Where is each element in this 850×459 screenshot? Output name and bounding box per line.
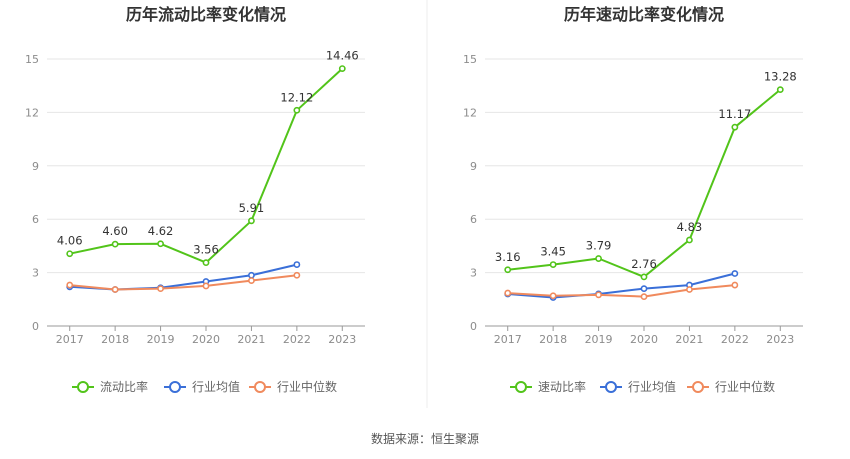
data-point[interactable] — [157, 285, 164, 293]
data-point[interactable] — [111, 286, 119, 293]
chart-title: 历年流动比率变化情况 — [126, 5, 286, 24]
data-point[interactable] — [686, 236, 693, 244]
series-line-median — [507, 284, 735, 298]
data-point[interactable] — [338, 65, 346, 73]
x-tick-label: 2018 — [101, 333, 129, 346]
legend-label: 行业均值 — [628, 379, 676, 394]
x-tick-label: 2020 — [192, 333, 220, 346]
data-point[interactable] — [293, 271, 301, 279]
legend-label: 行业中位数 — [277, 379, 337, 394]
data-point[interactable] — [504, 266, 512, 274]
y-tick-label: 9 — [470, 160, 477, 173]
y-tick-label: 3 — [32, 267, 39, 280]
x-tick-label: 2023 — [328, 333, 356, 346]
legend-marker-icon — [77, 381, 89, 393]
data-point[interactable] — [66, 281, 74, 289]
data-label: 3.16 — [495, 250, 521, 264]
legend-marker-icon — [605, 381, 617, 393]
data-label: 13.28 — [764, 70, 797, 84]
x-tick-label: 2017 — [56, 333, 84, 346]
x-tick-label: 2019 — [147, 333, 175, 346]
legend-marker-icon — [692, 381, 704, 393]
legend-marker-icon — [169, 381, 181, 393]
y-tick-label: 12 — [463, 106, 477, 119]
y-tick-label: 9 — [32, 160, 39, 173]
data-label: 3.56 — [193, 243, 219, 257]
data-point[interactable] — [293, 106, 301, 114]
y-tick-label: 3 — [470, 267, 477, 280]
data-source: 数据来源：恒生聚源 — [371, 431, 479, 446]
data-point[interactable] — [640, 273, 648, 281]
y-tick-label: 6 — [470, 213, 477, 226]
x-tick-label: 2021 — [237, 333, 265, 346]
legend-item-average[interactable]: 行业均值 — [600, 379, 676, 394]
data-point[interactable] — [202, 282, 210, 290]
data-label: 4.60 — [102, 224, 128, 238]
legend-label: 行业中位数 — [715, 379, 775, 394]
data-point[interactable] — [248, 271, 255, 279]
legend-label: 速动比率 — [538, 379, 586, 394]
data-point[interactable] — [731, 123, 739, 131]
series-line-average — [69, 263, 298, 291]
data-label: 4.83 — [677, 220, 703, 234]
data-label: 11.17 — [718, 107, 751, 121]
data-point[interactable] — [731, 281, 739, 289]
data-point[interactable] — [595, 291, 602, 299]
data-point[interactable] — [686, 286, 693, 293]
x-tick-label: 2022 — [283, 333, 311, 346]
y-tick-label: 15 — [463, 53, 477, 66]
data-label: 3.79 — [586, 239, 612, 253]
data-point[interactable] — [248, 277, 255, 285]
y-tick-label: 12 — [25, 106, 39, 119]
data-point[interactable] — [595, 255, 602, 262]
legend-label: 行业均值 — [192, 379, 240, 394]
series-line-median — [69, 274, 298, 291]
data-point[interactable] — [202, 259, 210, 267]
legend-item-median[interactable]: 行业中位数 — [687, 379, 775, 394]
data-label: 14.46 — [326, 49, 359, 63]
data-point[interactable] — [731, 270, 739, 277]
legend-item-primary[interactable]: 流动比率 — [72, 379, 148, 394]
x-tick-label: 2023 — [766, 333, 794, 346]
x-tick-label: 2019 — [585, 333, 613, 346]
series-line-average — [507, 272, 736, 299]
data-point[interactable] — [776, 86, 784, 94]
legend-item-average[interactable]: 行业均值 — [164, 379, 240, 394]
x-tick-label: 2021 — [675, 333, 703, 346]
y-tick-label: 15 — [25, 53, 39, 66]
data-label: 12.12 — [280, 90, 313, 104]
data-point[interactable] — [504, 289, 512, 297]
data-point[interactable] — [248, 217, 255, 225]
x-tick-label: 2022 — [721, 333, 749, 346]
y-tick-label: 0 — [470, 320, 477, 333]
data-label: 4.06 — [57, 234, 83, 248]
data-point[interactable] — [157, 240, 164, 248]
current-ratio-chart: 历年流动比率变化情况 0 3 6 9 12 15 2017 2018 2019 2020 2021 20… — [25, 5, 365, 394]
data-label: 4.62 — [148, 224, 174, 238]
data-point[interactable] — [66, 250, 74, 258]
data-label: 2.76 — [631, 257, 657, 271]
data-label: 3.45 — [540, 245, 566, 259]
x-tick-label: 2020 — [630, 333, 658, 346]
quick-ratio-chart: 历年速动比率变化情况 0 3 6 9 12 15 2017 2018 2019 2020 2021 20… — [463, 5, 803, 394]
legend-label: 流动比率 — [100, 379, 148, 394]
data-point[interactable] — [549, 292, 557, 300]
y-tick-label: 0 — [32, 320, 39, 333]
x-tick-label: 2018 — [539, 333, 567, 346]
data-point[interactable] — [549, 261, 557, 268]
chart-title: 历年速动比率变化情况 — [564, 5, 724, 24]
y-tick-label: 6 — [32, 213, 39, 226]
legend-marker-icon — [254, 381, 266, 393]
legend-item-primary[interactable]: 速动比率 — [510, 379, 586, 394]
legend-marker-icon — [515, 381, 527, 393]
legend-item-median[interactable]: 行业中位数 — [249, 379, 337, 394]
data-point[interactable] — [111, 240, 119, 248]
x-tick-label: 2017 — [494, 333, 522, 346]
data-point[interactable] — [640, 293, 648, 301]
data-label: 5.91 — [239, 201, 265, 215]
data-point[interactable] — [293, 261, 301, 268]
data-point[interactable] — [640, 285, 648, 293]
